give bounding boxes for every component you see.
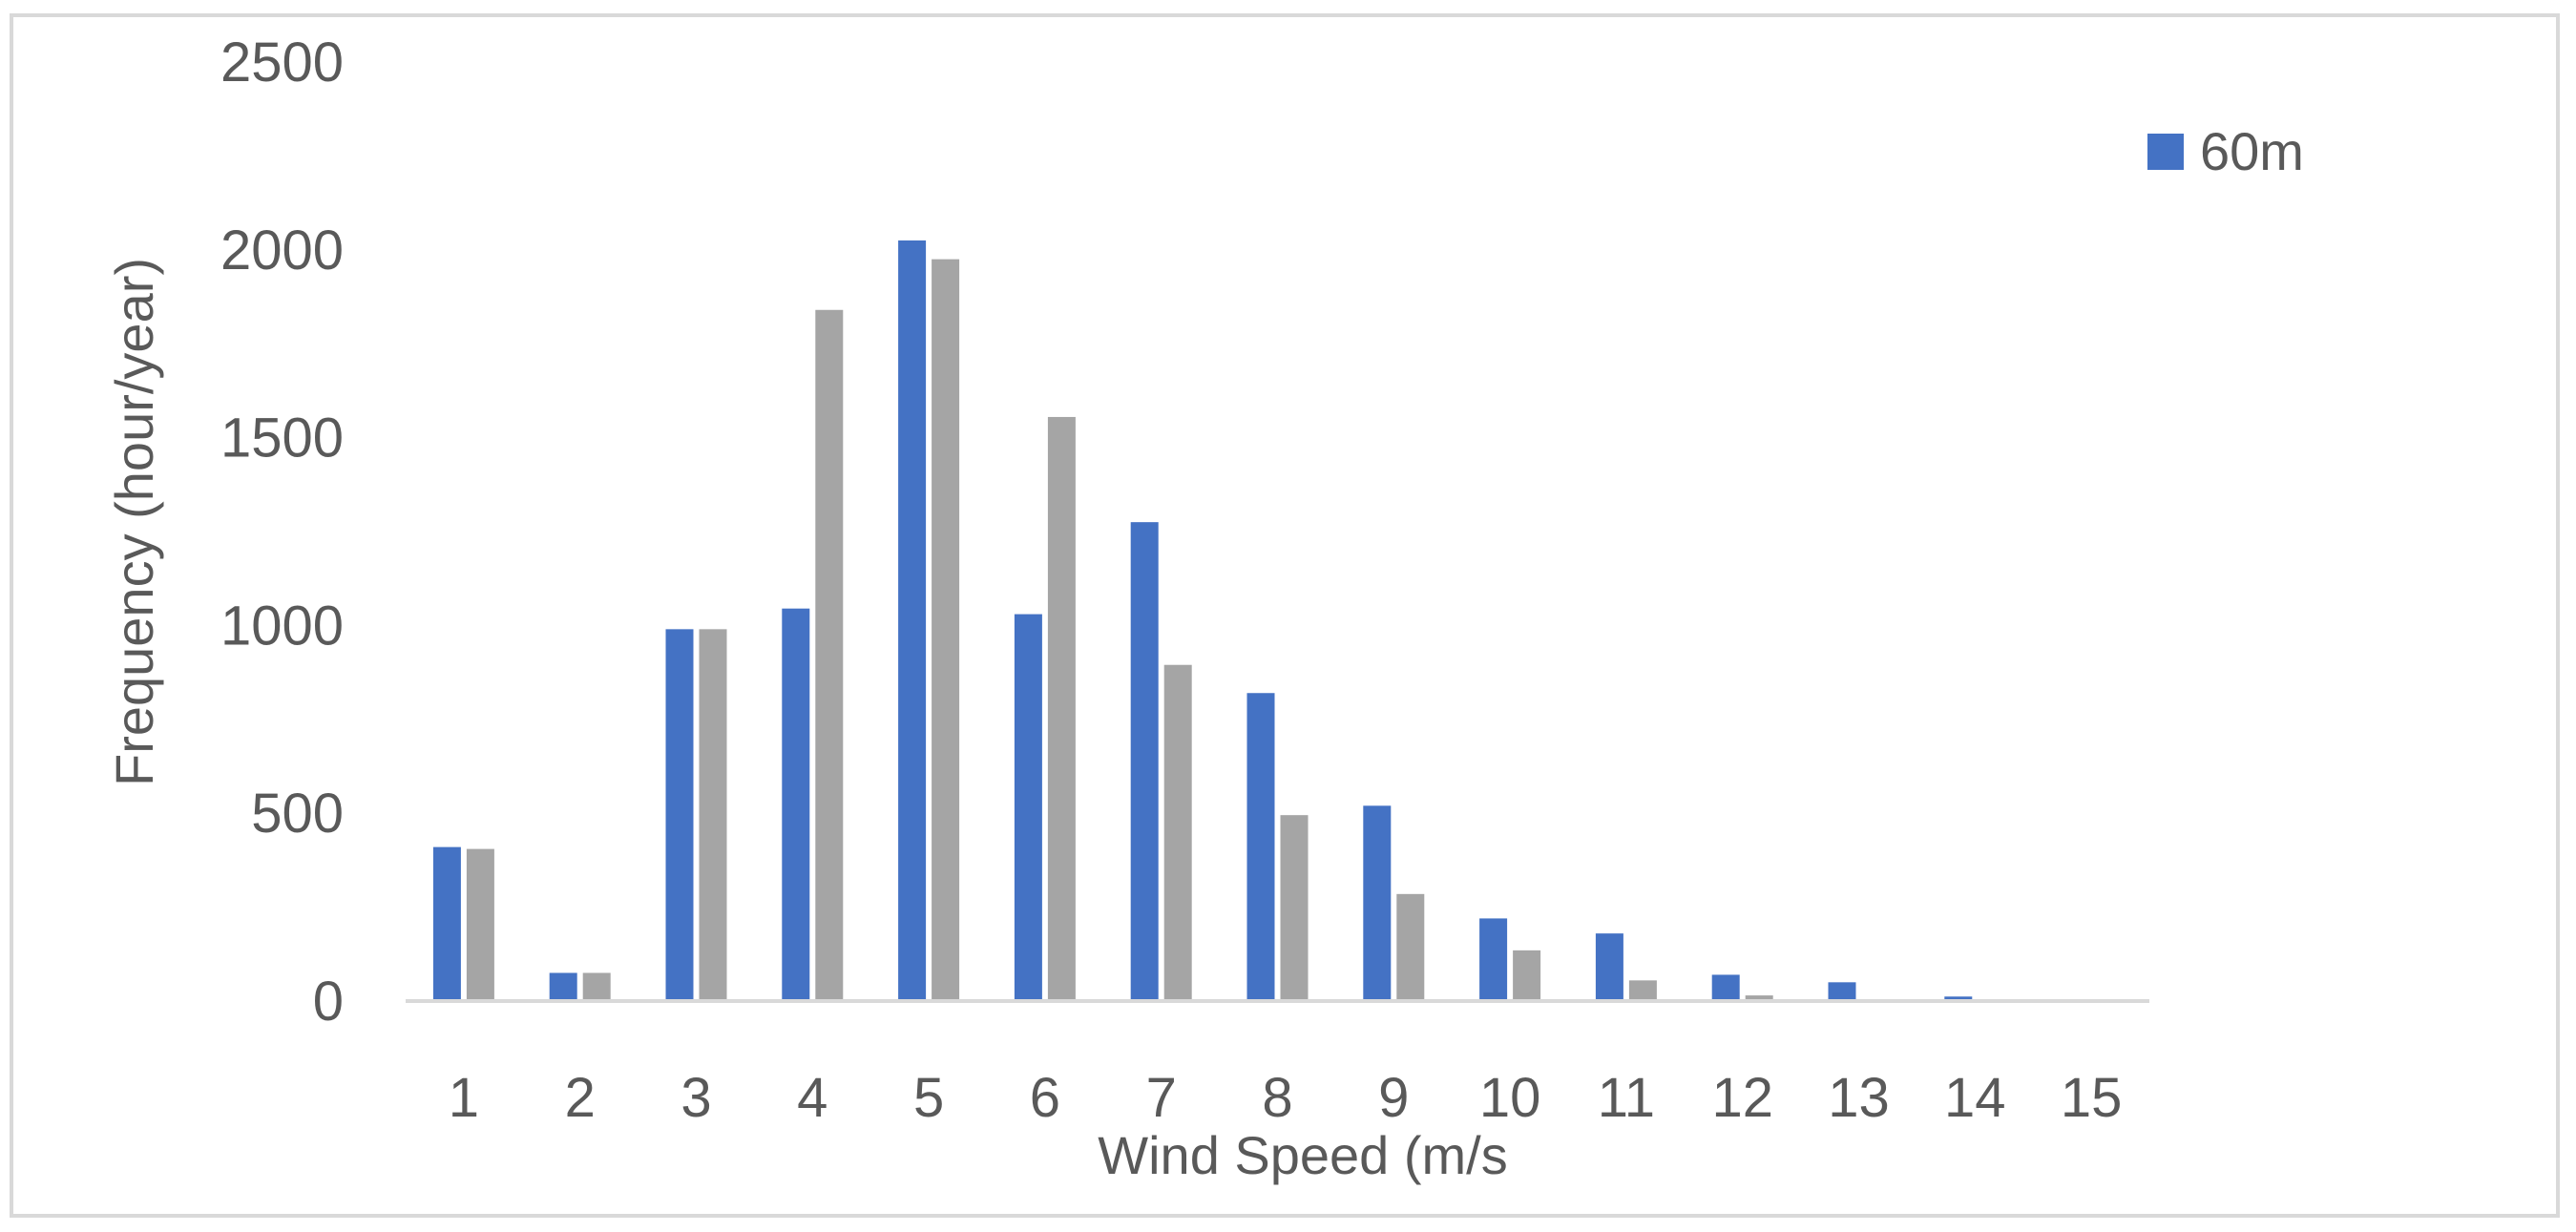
- x-tick-label: 14: [1944, 1067, 2006, 1129]
- y-tick-label: 0: [313, 971, 344, 1033]
- bar-series1-6: [1014, 614, 1042, 1001]
- y-tick-label: 2000: [220, 219, 344, 282]
- bar-series1-9: [1363, 805, 1392, 1001]
- x-tick-label: 11: [1598, 1067, 1655, 1129]
- bar-series1-4: [782, 608, 810, 1001]
- x-tick-label: 8: [1262, 1067, 1292, 1129]
- bar-series2-3: [699, 629, 727, 1001]
- bar-series2-10: [1513, 950, 1541, 1001]
- bar-series2-11: [1628, 980, 1657, 1001]
- y-tick-label: 2500: [220, 31, 344, 94]
- y-axis-label: Frequency (hour/year): [104, 258, 164, 786]
- legend-label-60m: 60m: [2200, 121, 2304, 181]
- y-tick-label: 500: [251, 783, 344, 845]
- bar-series2-8: [1280, 815, 1309, 1001]
- bar-series1-1: [432, 846, 461, 1001]
- x-tick-label: 2: [565, 1067, 596, 1129]
- bar-series1-10: [1479, 918, 1508, 1001]
- bars: [432, 240, 1973, 1001]
- bar-series1-14: [1944, 996, 1973, 1001]
- x-tick-label: 3: [681, 1067, 711, 1129]
- x-tick-label: 9: [1378, 1067, 1409, 1129]
- bar-series2-1: [466, 848, 494, 1001]
- bar-series2-2: [582, 972, 611, 1001]
- bar-series1-11: [1595, 933, 1623, 1001]
- bar-series2-6: [1047, 416, 1076, 1001]
- bar-series1-7: [1130, 522, 1159, 1001]
- x-tick-label: 13: [1828, 1067, 1890, 1129]
- y-axis-ticks: 0 500 1000 1500 2000 2500: [220, 31, 344, 1033]
- legend-swatch-60m: [2147, 134, 2184, 170]
- bar-series1-3: [665, 629, 694, 1001]
- bar-series1-12: [1711, 974, 1740, 1001]
- x-tick-label: 15: [2061, 1067, 2123, 1129]
- x-tick-label: 5: [913, 1067, 944, 1129]
- bar-series1-5: [898, 240, 927, 1001]
- bar-series1-13: [1828, 982, 1856, 1001]
- y-tick-label: 1000: [220, 595, 344, 657]
- bar-series1-2: [549, 972, 577, 1001]
- x-tick-label: 6: [1030, 1067, 1060, 1129]
- bar-series2-12: [1745, 995, 1773, 1001]
- bar-series2-9: [1396, 893, 1425, 1001]
- bar-series1-8: [1246, 693, 1275, 1001]
- x-tick-label: 10: [1479, 1067, 1541, 1129]
- x-axis-ticks: 1 2 3 4 5 6 7 8 9 10 11 12 13 14 15: [449, 1067, 2123, 1129]
- bar-series2-5: [932, 259, 960, 1001]
- x-tick-label: 7: [1146, 1067, 1177, 1129]
- bar-series2-4: [815, 309, 844, 1001]
- x-tick-label: 1: [449, 1067, 479, 1129]
- y-tick-label: 1500: [220, 407, 344, 470]
- x-axis-label: Wind Speed (m/s: [1098, 1125, 1508, 1185]
- x-tick-label: 4: [797, 1067, 827, 1129]
- x-tick-label: 12: [1711, 1067, 1773, 1129]
- legend: 60m: [2147, 121, 2304, 181]
- bar-series2-7: [1163, 664, 1192, 1001]
- chart-frame: [10, 13, 2560, 1218]
